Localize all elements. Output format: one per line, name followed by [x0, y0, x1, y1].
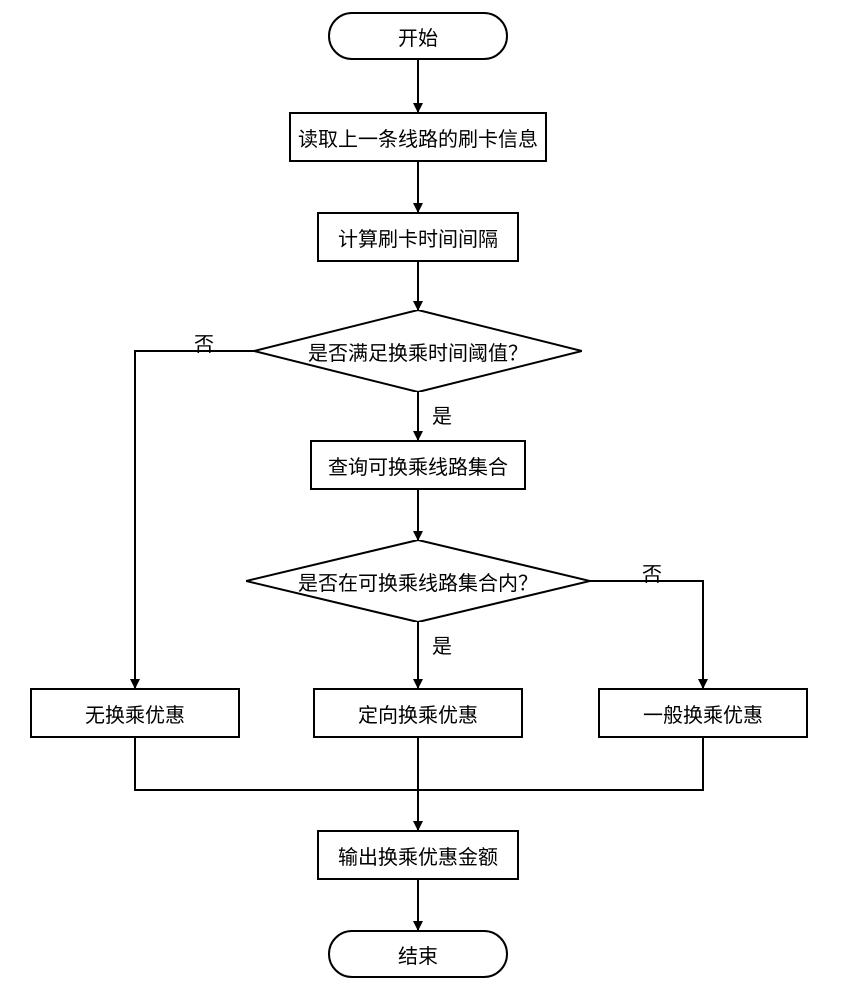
process-r_none: 无换乘优惠: [30, 688, 240, 738]
decision-d2: 是否在可换乘线路集合内？: [246, 540, 590, 622]
edge-label-6: 否: [194, 328, 214, 357]
decision-label-d1: 是否满足换乘时间阈值？: [254, 310, 582, 392]
process-p1: 读取上一条线路的刷卡信息: [289, 112, 547, 162]
node-label-p2: 计算刷卡时间间隔: [338, 223, 498, 252]
node-label-p_out: 输出换乘优惠金额: [338, 841, 498, 870]
edge-label-5: 是: [432, 630, 452, 659]
node-label-r_dir: 定向换乘优惠: [358, 699, 478, 728]
node-label-r_gen: 一般换乘优惠: [643, 699, 763, 728]
process-p2: 计算刷卡时间间隔: [317, 212, 519, 262]
node-label-p1: 读取上一条线路的刷卡信息: [298, 123, 538, 152]
node-label-start: 开始: [398, 22, 438, 51]
edge-label-7: 否: [642, 558, 662, 587]
process-p3: 查询可换乘线路集合: [310, 440, 526, 490]
terminator-start: 开始: [328, 12, 508, 60]
process-p_out: 输出换乘优惠金额: [317, 830, 519, 880]
decision-label-d2: 是否在可换乘线路集合内？: [246, 540, 590, 622]
process-r_dir: 定向换乘优惠: [313, 688, 523, 738]
edge-label-3: 是: [432, 400, 452, 429]
node-label-p3: 查询可换乘线路集合: [328, 451, 508, 480]
decision-d1: 是否满足换乘时间阈值？: [254, 310, 582, 392]
process-r_gen: 一般换乘优惠: [598, 688, 808, 738]
node-label-r_none: 无换乘优惠: [85, 699, 185, 728]
terminator-end: 结束: [328, 930, 508, 978]
node-label-end: 结束: [398, 940, 438, 969]
